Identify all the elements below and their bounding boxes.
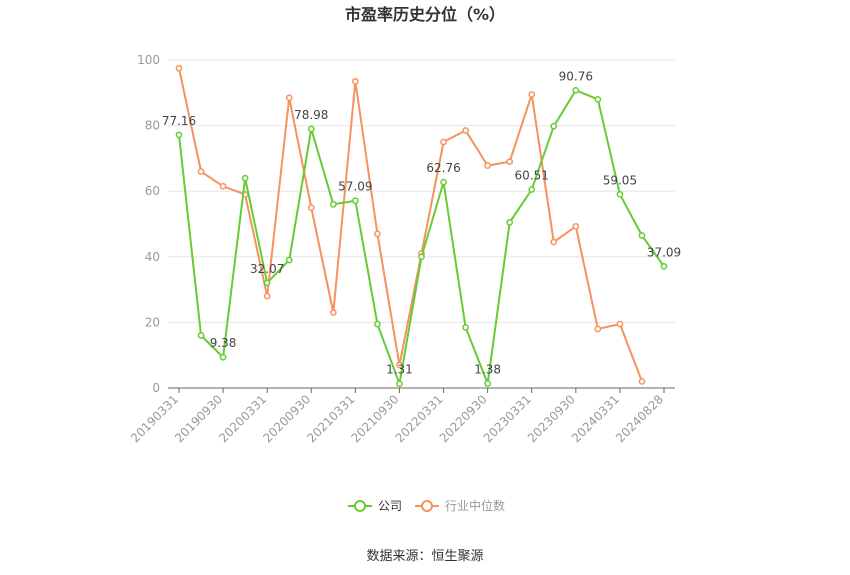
data-point: [352, 77, 359, 85]
data-point: [572, 86, 580, 94]
data-label: 57.09: [338, 180, 372, 194]
data-point: [285, 94, 293, 102]
data-point: [197, 332, 205, 339]
data-point: [374, 230, 381, 238]
data-point: [572, 222, 580, 230]
data-point: [396, 380, 403, 388]
legend: 公司 行业中位数: [348, 498, 505, 513]
y-tick-label: 20: [145, 315, 160, 329]
grid: [168, 59, 675, 323]
data-point: [660, 262, 668, 270]
data-point: [307, 125, 315, 133]
data-label: 32.07: [250, 262, 284, 276]
data-label: 59.05: [603, 173, 637, 187]
legend-marker: [421, 500, 433, 512]
data-point: [197, 168, 205, 175]
legend-label: 公司: [378, 499, 402, 513]
data-label: 1.38: [474, 362, 501, 376]
legend-marker: [354, 500, 366, 512]
data-label: 1.31: [386, 363, 413, 377]
y-tick-label: 100: [137, 53, 160, 67]
data-point: [263, 292, 271, 300]
chart-title: 市盈率历史分位（%）: [345, 5, 505, 24]
data-label: 9.38: [210, 336, 237, 350]
data-label: 60.51: [515, 169, 549, 183]
x-tick-label: 20240828: [613, 392, 666, 445]
data-point: [616, 320, 624, 328]
data-point: [550, 238, 558, 246]
data-point: [241, 174, 249, 182]
data-point: [528, 91, 536, 98]
data-label: 77.16: [162, 114, 196, 128]
y-tick-label: 80: [145, 119, 160, 133]
data-point: [374, 320, 381, 328]
data-label: 37.09: [647, 245, 681, 259]
data-point: [219, 182, 227, 190]
legend-label: 行业中位数: [445, 498, 505, 513]
data-point: [440, 138, 447, 146]
data-point: [638, 232, 646, 239]
data-point: [594, 325, 602, 333]
series-line-1: [178, 67, 643, 382]
data-point: [638, 378, 646, 385]
data-point: [594, 96, 602, 103]
data-point: [506, 219, 514, 226]
data-point: [329, 309, 337, 316]
data-point: [263, 279, 271, 287]
data-point: [219, 353, 227, 361]
data-point: [175, 64, 183, 72]
data-point: [440, 178, 447, 186]
data-label: 90.76: [559, 69, 593, 83]
data-labels: 77.16 9.38 32.07 78.98 57.09 1.31 62.76 1.38 60.…: [162, 69, 681, 376]
data-point: [550, 122, 558, 130]
data-source: 数据来源：恒生聚源: [366, 549, 483, 564]
data-point: [506, 158, 514, 166]
data-label: 78.98: [294, 108, 328, 122]
y-tick-label: 0: [152, 381, 160, 395]
data-point: [462, 323, 469, 331]
data-point: [616, 190, 624, 198]
data-point: [484, 162, 491, 169]
data-point: [418, 253, 425, 261]
data-point: [175, 131, 183, 139]
data-point: [352, 197, 359, 205]
data-point: [484, 380, 491, 387]
y-tick-label: 40: [145, 250, 160, 264]
data-point: [307, 204, 315, 211]
axes: 0204060801002019033120190930202003312020…: [128, 53, 675, 445]
data-point: [528, 186, 536, 193]
y-tick-label: 60: [145, 184, 160, 198]
data-point: [462, 127, 469, 134]
data-point: [329, 200, 337, 208]
data-point: [285, 256, 293, 264]
series-lines: [175, 64, 668, 388]
series-line-0: [178, 89, 665, 385]
data-label: 62.76: [426, 161, 460, 175]
